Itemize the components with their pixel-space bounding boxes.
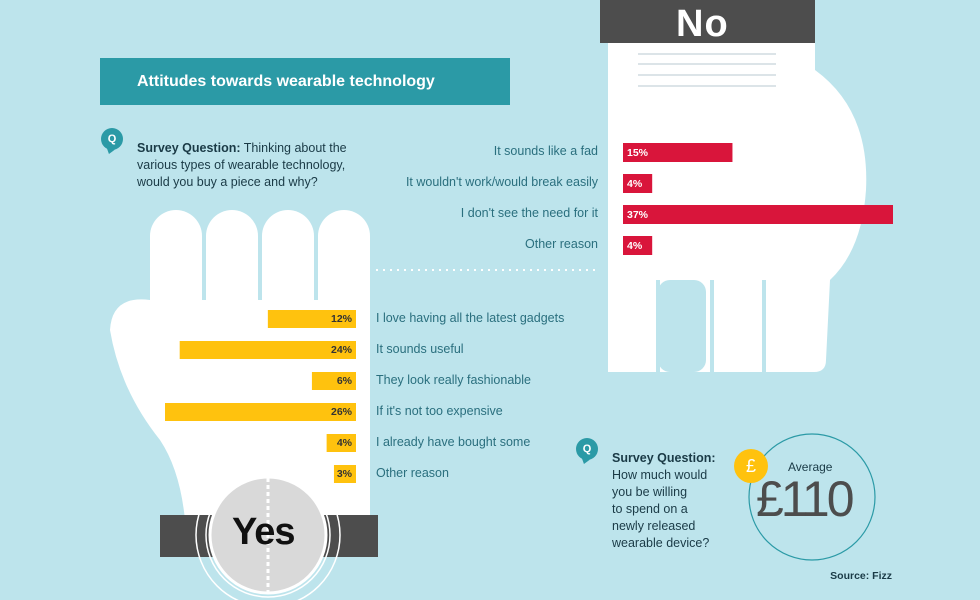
yes-bar-value-label: 26% xyxy=(330,406,352,418)
yes-bar-value-label: 4% xyxy=(336,437,352,449)
no-bar xyxy=(623,205,893,224)
yes-category-label: I already have bought some xyxy=(376,435,531,449)
no-category-label: Other reason xyxy=(525,237,598,251)
yes-label: Yes xyxy=(232,511,296,553)
no-bar-value-label: 4% xyxy=(627,178,643,190)
yes-bar xyxy=(326,434,356,452)
average-circle xyxy=(748,433,876,561)
no-bar xyxy=(623,236,653,255)
page-title: Attitudes towards wearable technology xyxy=(100,58,510,105)
question-icon: Q xyxy=(576,438,598,460)
pound-icon: £ xyxy=(734,449,768,483)
yes-category-label: They look really fashionable xyxy=(376,373,531,387)
yes-bar-value-label: 24% xyxy=(330,344,352,356)
no-label: No xyxy=(676,3,729,45)
yes-category-label: I love having all the latest gadgets xyxy=(376,311,565,325)
average-value: £110 xyxy=(756,471,855,527)
no-bar xyxy=(623,143,733,162)
survey-question-2: Survey Question: How much would you be w… xyxy=(612,451,716,550)
no-bar-value-label: 37% xyxy=(627,209,649,221)
chart-bars xyxy=(165,143,893,483)
average-label: Average xyxy=(788,460,833,474)
yes-category-label: If it's not too expensive xyxy=(376,404,503,418)
yes-bar xyxy=(333,465,356,483)
no-category-label: I don't see the need for it xyxy=(460,206,598,220)
yes-bar-value-label: 6% xyxy=(336,375,352,387)
no-bar-value-label: 15% xyxy=(627,147,649,159)
question-icon: Q xyxy=(101,128,123,150)
yes-hand-illustration xyxy=(110,210,370,520)
yes-bar-value-label: 12% xyxy=(330,313,352,325)
yes-bar-value-label: 3% xyxy=(336,468,352,480)
yes-bar xyxy=(311,372,356,390)
survey-question-1: Survey Question: Thinking about the vari… xyxy=(137,141,347,189)
source-credit: Source: Fizz xyxy=(830,570,892,582)
yes-category-label: It sounds useful xyxy=(376,342,464,356)
no-watch-strap xyxy=(600,0,815,43)
no-bar-value-label: 4% xyxy=(627,240,643,252)
yes-watch-face xyxy=(195,462,341,600)
yes-bar xyxy=(267,310,356,328)
yes-bar xyxy=(165,403,356,421)
yes-bar xyxy=(179,341,356,359)
no-category-label: It sounds like a fad xyxy=(493,144,598,158)
no-category-label: It wouldn't work/would break easily xyxy=(405,175,598,189)
no-hand-lines xyxy=(638,53,776,87)
yes-category-label: Other reason xyxy=(376,466,449,480)
no-bar xyxy=(623,174,653,193)
